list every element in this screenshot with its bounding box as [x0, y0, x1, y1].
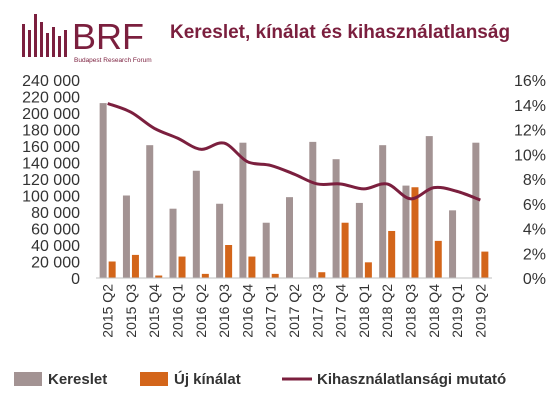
bar-uj-kinalat [388, 230, 396, 278]
legend: Kereslet Új kínálat Kihasználatlansági m… [14, 370, 506, 388]
bar-uj-kinalat [108, 261, 116, 278]
bar-kereslet [332, 159, 340, 278]
brf-logo: BRF Budapest Research Forum [22, 14, 152, 64]
bar-uj-kinalat [434, 240, 442, 278]
bar-uj-kinalat [271, 273, 279, 278]
legend-label-kereslet: Kereslet [48, 371, 107, 388]
y-left-tick-label: 180 000 [22, 123, 80, 140]
x-tick-label: 2015 Q4 [146, 284, 162, 338]
x-tick-label: 2016 Q4 [239, 284, 255, 338]
bar-uj-kinalat [318, 272, 326, 278]
rate-line-layer [107, 102, 481, 202]
y-left-tick-label: 100 000 [22, 189, 80, 206]
y-right-tick-label: 14% [514, 98, 546, 115]
y-left-tick-label: 120 000 [22, 172, 80, 189]
bar-kereslet [169, 208, 177, 278]
y-right-tick-label: 16% [514, 73, 546, 90]
bar-uj-kinalat [225, 245, 233, 278]
bar-kereslet [146, 145, 154, 278]
y-right-tick-label: 2% [523, 246, 546, 263]
bar-uj-kinalat [364, 262, 372, 278]
bar-kereslet [379, 145, 387, 278]
x-tick-label: 2016 Q1 [170, 284, 186, 338]
y-left-tick-label: 60 000 [31, 222, 80, 239]
bar-uj-kinalat [155, 275, 163, 278]
x-tick-label: 2018 Q2 [379, 284, 395, 338]
line-kihasznalatlansagi-mutato [107, 102, 481, 202]
legend-label-mutato: Kihasználatlansági mutató [317, 371, 506, 388]
x-tick-label: 2018 Q4 [426, 284, 442, 338]
y-right-tick-label: 10% [514, 147, 546, 164]
bar-kereslet [355, 202, 363, 278]
bar-uj-kinalat [411, 187, 419, 278]
y-left-tick-label: 80 000 [31, 205, 80, 222]
x-tick-label: 2017 Q4 [333, 284, 349, 338]
x-tick-label: 2017 Q1 [263, 284, 279, 338]
bar-kereslet [309, 141, 317, 278]
y-axis-right: 0% 2% 4% 6% 8% 10% 12% 14% 16% [514, 73, 546, 288]
y-left-tick-label: 160 000 [22, 139, 80, 156]
legend-label-uj-kinalat: Új kínálat [174, 370, 241, 388]
x-tick-label: 2018 Q1 [356, 284, 372, 338]
x-tick-label: 2016 Q2 [193, 284, 209, 338]
y-left-tick-label: 0 [71, 271, 80, 288]
bar-kereslet [286, 197, 293, 278]
chart-title: Kereslet, kínálat és kihasználatlanság [170, 22, 510, 43]
bar-kereslet [239, 142, 247, 278]
logo-tagline: Budapest Research Forum [74, 57, 152, 64]
logo-name: BRF [72, 16, 144, 57]
y-right-tick-label: 12% [514, 123, 546, 140]
y-right-tick-label: 4% [523, 222, 546, 239]
y-right-tick-label: 8% [523, 172, 546, 189]
x-tick-label: 2017 Q2 [286, 284, 302, 338]
bar-kereslet [99, 103, 107, 278]
bar-uj-kinalat [341, 222, 349, 278]
x-tick-label: 2017 Q3 [309, 284, 325, 338]
x-tick-label: 2018 Q3 [402, 284, 418, 338]
bar-kereslet [122, 195, 130, 278]
y-left-tick-label: 240 000 [22, 73, 80, 90]
bar-uj-kinalat [201, 273, 209, 278]
bars [96, 103, 492, 279]
bar-kereslet [402, 185, 410, 278]
bar-kereslet [262, 222, 270, 278]
x-axis: 2015 Q2 2015 Q3 2015 Q4 2016 Q1 2016 Q2 2016 … [100, 284, 489, 338]
bar-uj-kinalat [248, 256, 256, 278]
bar-kereslet [216, 203, 224, 278]
bar-uj-kinalat [178, 256, 186, 278]
bar-uj-kinalat [481, 251, 489, 278]
x-tick-label: 2019 Q2 [472, 284, 488, 338]
logo-bars-icon [22, 14, 67, 57]
y-right-tick-label: 0% [523, 271, 546, 288]
x-tick-label: 2015 Q3 [123, 284, 139, 338]
bar-kereslet [192, 170, 200, 278]
y-right-tick-label: 6% [523, 197, 546, 214]
legend-swatch-uj-kinalat [140, 372, 168, 386]
x-tick-label: 2019 Q1 [449, 284, 465, 338]
legend-swatch-kereslet [14, 372, 42, 386]
y-left-tick-label: 20 000 [31, 255, 80, 272]
y-left-tick-label: 40 000 [31, 238, 80, 255]
y-left-tick-label: 140 000 [22, 156, 80, 173]
bar-uj-kinalat [131, 254, 139, 278]
x-tick-label: 2015 Q2 [100, 284, 116, 338]
bar-kereslet [425, 136, 433, 278]
x-tick-label: 2016 Q3 [216, 284, 232, 338]
bar-kereslet [472, 142, 480, 278]
bar-kereslet [449, 210, 457, 278]
y-left-tick-label: 200 000 [22, 106, 80, 123]
y-left-tick-label: 220 000 [22, 90, 80, 107]
